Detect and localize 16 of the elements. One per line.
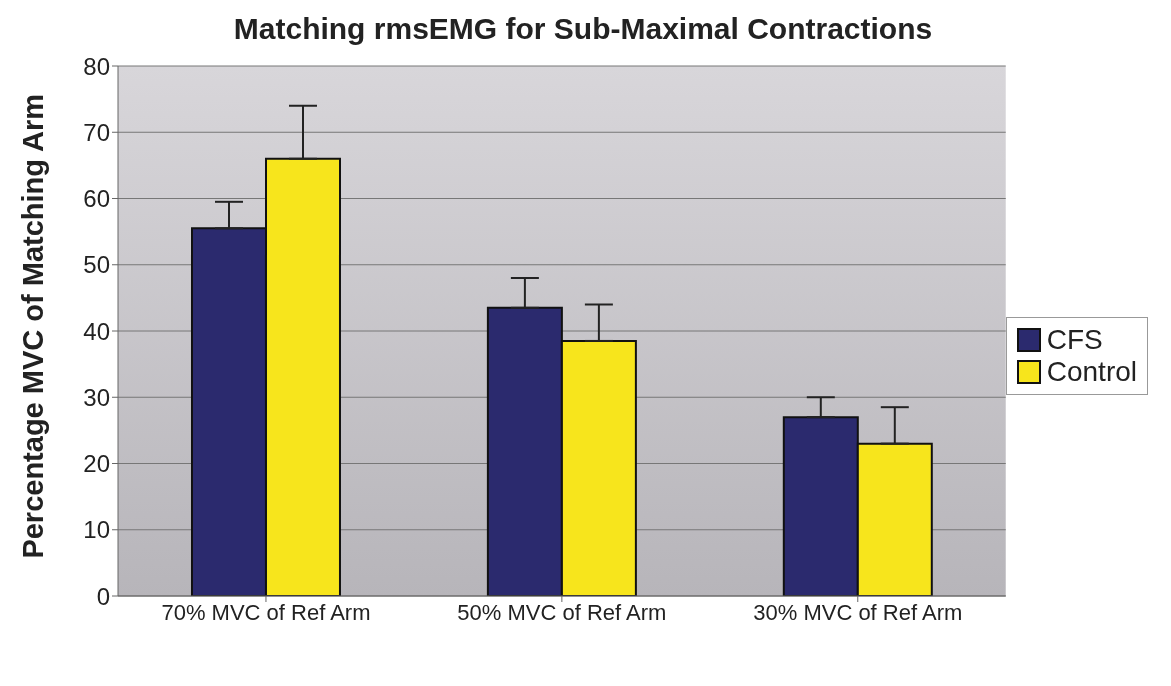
y-tick-label: 60 — [83, 185, 110, 213]
x-tick-label: 70% MVC of Ref Arm — [161, 599, 371, 625]
x-tick-label: 30% MVC of Ref Arm — [753, 599, 963, 625]
y-tick-label: 40 — [83, 317, 110, 345]
y-tick-label: 20 — [83, 450, 110, 478]
y-tick-label: 0 — [96, 582, 110, 610]
y-tick-label: 10 — [83, 516, 110, 544]
y-tick-label: 70 — [83, 118, 110, 146]
y-tick-label: 50 — [83, 251, 110, 279]
legend-label: Control — [1046, 356, 1137, 388]
y-tick-label: 30 — [83, 383, 110, 411]
chart-title: Matching rmsEMG for Sub-Maximal Contractions — [232, 12, 934, 46]
legend-label: CFS — [1046, 324, 1103, 356]
x-tick-label: 50% MVC of Ref Arm — [457, 599, 667, 625]
y-axis-title: Percentage MVC of Matching Arm — [16, 93, 50, 559]
y-tick-label: 80 — [83, 52, 110, 80]
